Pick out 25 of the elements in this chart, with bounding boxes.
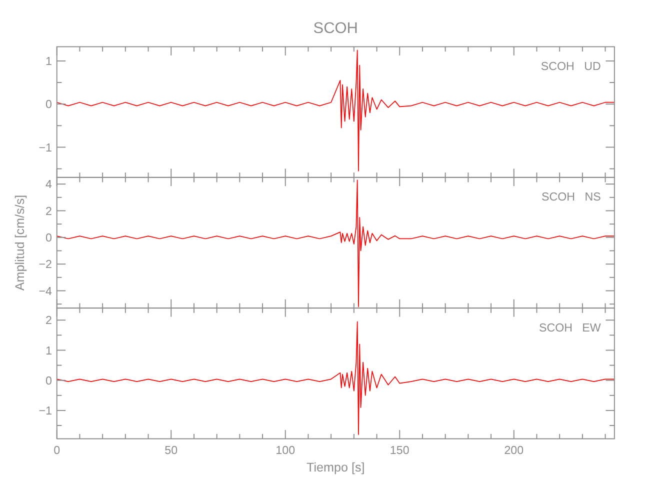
x-tick-label: 200 (504, 444, 524, 458)
y-tick-label: 2 (46, 204, 52, 218)
y-tick-label: 1 (46, 344, 52, 358)
y-tick-label: 2 (46, 314, 52, 328)
y-tick-label: 4 (46, 178, 53, 192)
y-tick-label: 1 (46, 55, 52, 68)
line-series (56, 180, 615, 308)
line-series (56, 321, 615, 435)
y-tick-label: 0 (46, 374, 52, 388)
y-axis-title: Amplitud [cm/s/s] (12, 194, 27, 291)
annotation: SCOH UD (540, 60, 601, 73)
x-tick-label: 50 (164, 444, 178, 458)
y-tick-label: −1 (38, 141, 52, 154)
annotation: SCOH EW (538, 321, 601, 334)
y-tick-label: 0 (46, 98, 52, 112)
line-series (56, 50, 615, 172)
x-tick-label: 150 (390, 444, 410, 458)
y-tick-label: −4 (38, 284, 53, 298)
y-tick-label: 0 (46, 231, 52, 244)
y-tick-label: −2 (38, 258, 52, 272)
x-axis-title: Tiempo [s] (306, 460, 365, 475)
annotation: SCOH NS (542, 190, 602, 204)
x-tick-label: 100 (276, 444, 296, 458)
chart-title: SCOH (313, 20, 358, 38)
y-tick-label: −1 (38, 404, 52, 418)
